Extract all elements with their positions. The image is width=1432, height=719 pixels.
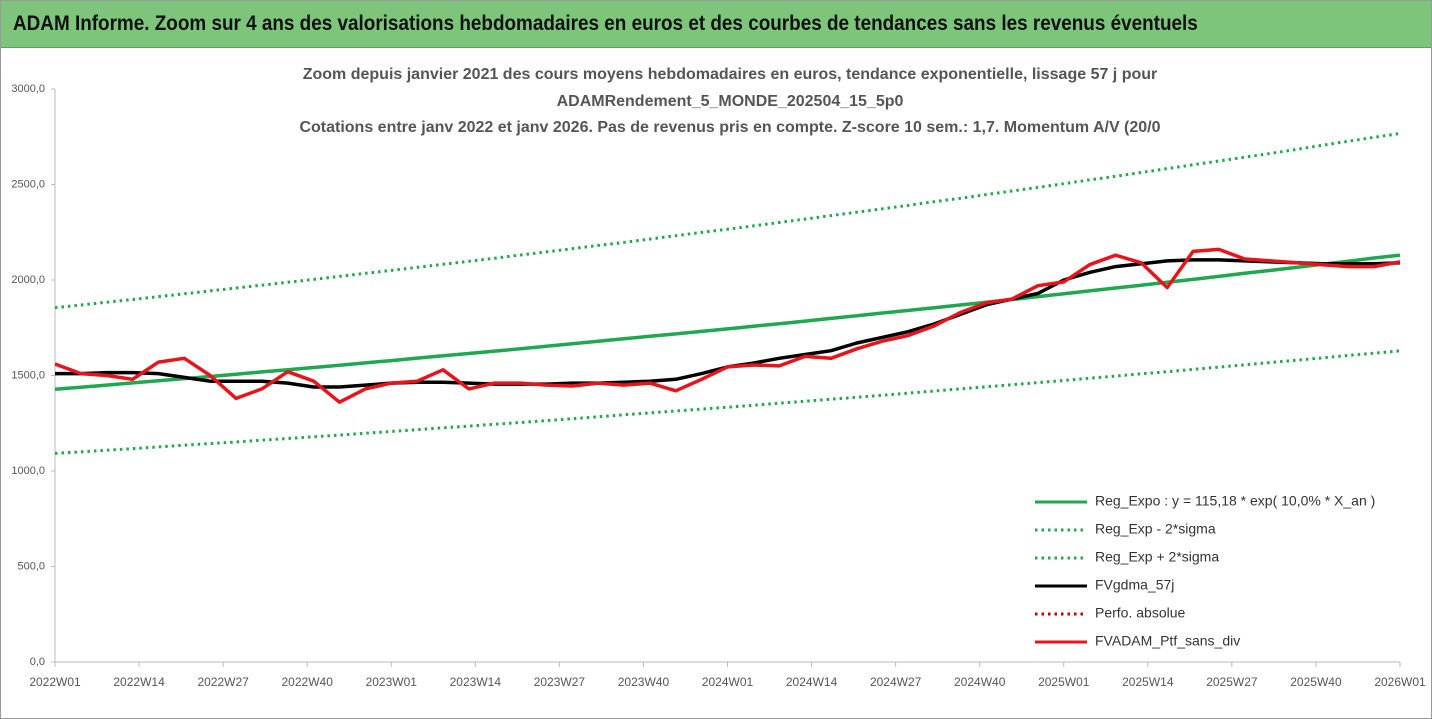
y-tick-label: 0,0 (30, 656, 45, 668)
header-title: ADAM Informe. Zoom sur 4 ans des valoris… (13, 12, 1198, 35)
x-tick-label: 2023W14 (450, 675, 502, 689)
chart-title: Cotations entre janv 2022 et janv 2026. … (299, 119, 1160, 136)
x-tick-label: 2022W40 (282, 675, 334, 689)
x-tick-label: 2023W40 (618, 675, 670, 689)
chart-title: Zoom depuis janvier 2021 des cours moyen… (303, 66, 1158, 83)
x-tick-label: 2022W14 (113, 675, 165, 689)
x-tick-label: 2024W27 (870, 675, 922, 689)
x-tick-label: 2024W01 (702, 675, 754, 689)
x-tick-label: 2023W27 (534, 675, 586, 689)
x-tick-label: 2022W01 (29, 675, 81, 689)
header-bar: ADAM Informe. Zoom sur 4 ans des valoris… (1, 1, 1431, 48)
y-tick-label: 500,0 (17, 560, 45, 572)
x-tick-label: 2025W27 (1206, 675, 1258, 689)
chart-title: ADAMRendement_5_MONDE_202504_15_5p0 (557, 93, 904, 110)
legend-label: FVADAM_Ptf_sans_div (1095, 633, 1240, 649)
y-tick-label: 2000,0 (11, 274, 45, 286)
legend-label: Perfo. absolue (1095, 605, 1185, 621)
x-tick-label: 2025W14 (1122, 675, 1174, 689)
x-tick-label: 2026W01 (1374, 675, 1426, 689)
y-tick-label: 3000,0 (11, 83, 45, 95)
x-tick-label: 2024W14 (786, 675, 838, 689)
x-tick-label: 2023W01 (366, 675, 418, 689)
y-tick-label: 2500,0 (11, 178, 45, 190)
x-tick-label: 2025W40 (1290, 675, 1342, 689)
series-line (54, 247, 1401, 404)
series-line (54, 132, 1401, 310)
legend-label: FVgdma_57j (1095, 577, 1174, 593)
legend-label: Reg_Exp - 2*sigma (1095, 521, 1216, 537)
x-tick-label: 2025W01 (1038, 675, 1090, 689)
chart: Zoom depuis janvier 2021 des cours moyen… (11, 66, 1426, 689)
x-tick-label: 2024W40 (954, 675, 1006, 689)
x-tick-label: 2022W27 (197, 675, 249, 689)
y-tick-label: 1500,0 (11, 369, 45, 381)
series-line (54, 253, 1401, 392)
y-tick-label: 1000,0 (11, 465, 45, 477)
legend-label: Reg_Exp + 2*sigma (1095, 549, 1219, 565)
legend-label: Reg_Expo : y = 115,18 * exp( 10,0% * X_a… (1095, 493, 1375, 509)
